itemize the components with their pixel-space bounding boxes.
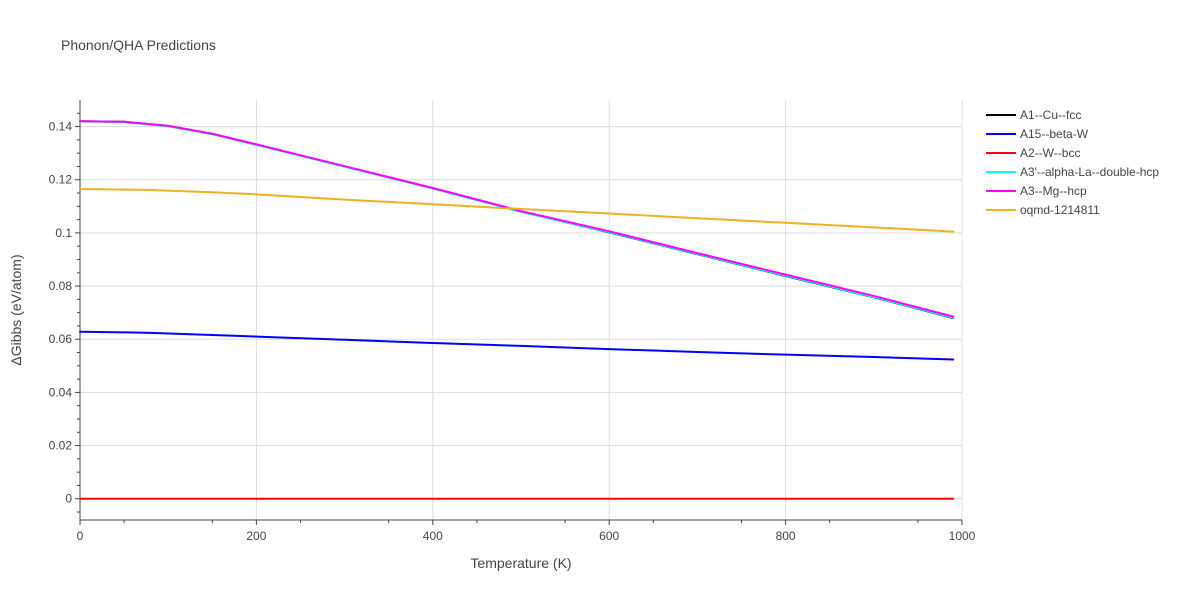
axes-layer xyxy=(75,100,963,525)
legend-label: A15--beta-W xyxy=(1020,127,1089,141)
legend-item-a1-cu-fcc[interactable]: A1--Cu--fcc xyxy=(986,108,1081,122)
series-layer xyxy=(79,120,955,500)
x-axis-title: Temperature (K) xyxy=(470,555,571,571)
legend-label: A2--W--bcc xyxy=(1020,146,1080,160)
legend-item-a3-mg-hcp[interactable]: A3--Mg--hcp xyxy=(986,184,1087,198)
y-tick-label: 0 xyxy=(65,492,72,506)
legend-item-oqmd-1214811[interactable]: oqmd-1214811 xyxy=(986,203,1100,217)
y-tick-label: 0.04 xyxy=(49,385,73,399)
legend-label: A3--Mg--hcp xyxy=(1020,184,1087,198)
x-tick-label: 800 xyxy=(776,529,796,543)
legend: A1--Cu--fcc A15--beta-W A2--W--bcc A3'--alp… xyxy=(986,108,1159,217)
legend-item-a2-w-bcc[interactable]: A2--W--bcc xyxy=(986,146,1080,160)
tick-label-layer: 0 200 400 600 800 1000 0 0.02 0.04 0.06 0.08 0.1 0.1… xyxy=(49,120,976,543)
legend-item-a3-alpha-la-double-hcp[interactable]: A3'--alpha-La--double-hcp xyxy=(986,165,1159,179)
y-tick-label: 0.14 xyxy=(49,120,73,134)
series-line-a3-mg-hcp xyxy=(79,120,955,318)
chart-title: Phonon/QHA Predictions xyxy=(61,37,216,53)
x-tick-label: 0 xyxy=(77,529,84,543)
y-tick-label: 0.1 xyxy=(55,226,72,240)
series-line-a3-alpha-la-double-hcp xyxy=(79,120,955,319)
series-line-oqmd-1214811 xyxy=(79,188,955,233)
grid-layer xyxy=(80,100,963,520)
x-tick-label: 600 xyxy=(599,529,619,543)
x-tick-label: 1000 xyxy=(949,529,976,543)
y-tick-label: 0.06 xyxy=(49,332,73,346)
series-line-a1-cu-fcc xyxy=(79,120,955,319)
x-tick-label: 400 xyxy=(423,529,443,543)
legend-item-a15-beta-w[interactable]: A15--beta-W xyxy=(986,127,1089,141)
legend-label: A1--Cu--fcc xyxy=(1020,108,1081,122)
legend-label: oqmd-1214811 xyxy=(1020,203,1100,217)
y-tick-label: 0.08 xyxy=(49,279,73,293)
x-tick-label: 200 xyxy=(246,529,266,543)
y-axis-title: ΔGibbs (eV/atom) xyxy=(8,254,24,365)
y-tick-label: 0.12 xyxy=(49,173,73,187)
legend-label: A3'--alpha-La--double-hcp xyxy=(1020,165,1159,179)
y-tick-label: 0.02 xyxy=(49,439,73,453)
series-line-a15-beta-w xyxy=(79,330,955,361)
